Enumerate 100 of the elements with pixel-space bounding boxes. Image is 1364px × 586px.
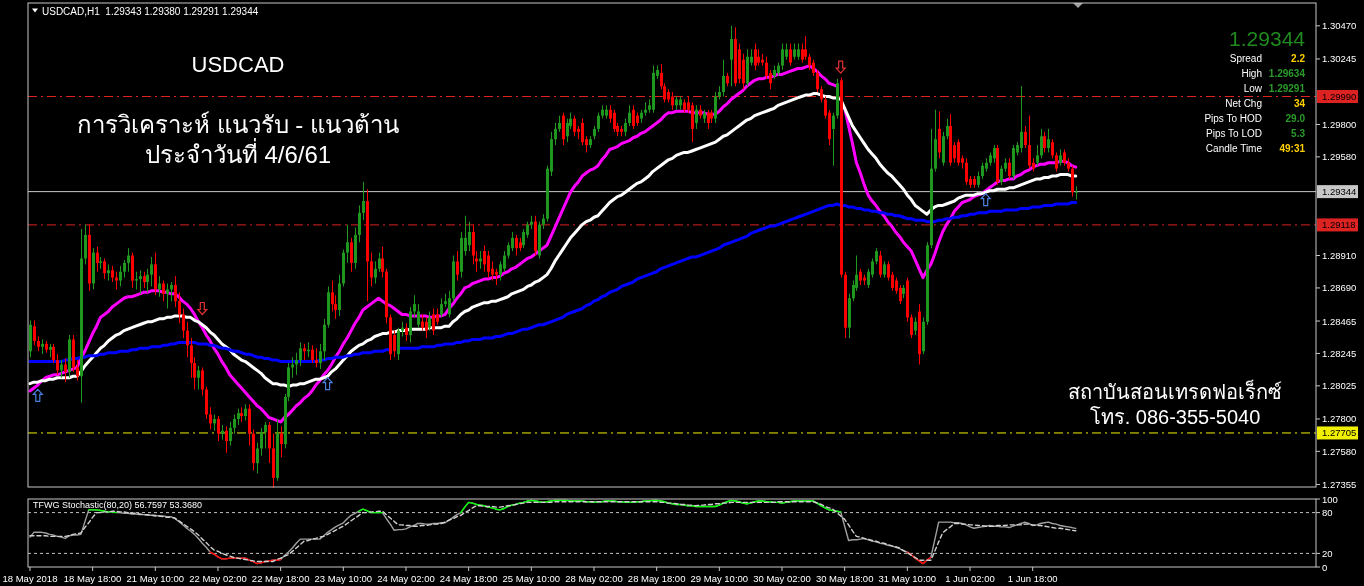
candlestick	[487, 250, 490, 279]
annotation: Net Chg	[1225, 97, 1262, 109]
candlestick	[381, 246, 384, 279]
candlestick	[84, 224, 87, 265]
candlestick	[350, 237, 353, 273]
candlestick	[1055, 151, 1058, 173]
candlestick	[139, 269, 142, 295]
candlestick	[233, 414, 236, 435]
candlestick	[197, 365, 200, 391]
candlestick	[256, 442, 259, 474]
candlestick	[691, 101, 694, 143]
candlestick	[789, 42, 792, 67]
candlestick	[166, 283, 169, 310]
candlestick	[201, 366, 204, 396]
annotation: 34	[1293, 97, 1305, 109]
annotation: Candle Time	[1205, 142, 1262, 154]
candlestick	[1075, 185, 1078, 200]
candlestick	[613, 109, 616, 133]
candlestick	[170, 281, 173, 302]
candlestick	[1071, 165, 1074, 198]
candlestick	[374, 260, 377, 285]
annotation: 5.3	[1291, 127, 1305, 139]
candlestick	[499, 260, 502, 282]
candlestick	[1047, 128, 1050, 153]
y-tick-label: 1.27800	[1322, 413, 1357, 425]
x-tick-label: 24 May 02:00	[377, 572, 435, 584]
candlestick	[413, 294, 416, 318]
annotation: Low	[1243, 82, 1262, 94]
candlestick	[562, 112, 565, 146]
ref-label: 1.29344	[1322, 186, 1357, 198]
subtitle: ประจำวันที่ 4/6/61	[144, 140, 332, 168]
candlestick	[468, 221, 471, 252]
y-tick-label: 1.29580	[1322, 151, 1357, 163]
y-tick-label: 80	[1322, 507, 1333, 519]
candlestick	[730, 25, 733, 87]
annotation: 1.29291	[1268, 82, 1305, 94]
y-tick-label: 1.30245	[1322, 53, 1357, 65]
candlestick	[178, 291, 181, 324]
y-tick-label: 1.28690	[1322, 282, 1357, 294]
candlestick	[440, 297, 443, 318]
y-tick-label: 1.28245	[1322, 347, 1357, 359]
candlestick	[425, 316, 428, 339]
candlestick	[1000, 165, 1003, 186]
candlestick	[597, 112, 600, 133]
candlestick	[346, 224, 349, 264]
candlestick	[103, 257, 106, 280]
candlestick	[33, 319, 36, 346]
candlestick	[76, 359, 79, 382]
annotation: 29.0	[1285, 112, 1305, 124]
annotation: Pips To LOD	[1206, 127, 1262, 139]
candlestick	[1051, 138, 1054, 159]
y-tick-label: 20	[1322, 547, 1333, 559]
x-tick-label: 1 Jun 02:00	[945, 572, 995, 584]
candlestick	[417, 303, 420, 329]
candlestick	[765, 56, 768, 80]
candlestick	[1040, 128, 1043, 159]
candlestick	[260, 427, 263, 457]
candlestick	[162, 280, 165, 302]
candlestick	[362, 181, 365, 221]
x-tick-label: 25 May 10:00	[502, 572, 561, 584]
candlestick	[957, 138, 960, 167]
candlestick	[409, 306, 412, 343]
x-tick-label: 22 May 18:00	[251, 572, 310, 584]
candlestick	[522, 228, 525, 249]
annotation: 1.29634	[1268, 67, 1305, 79]
candlestick	[1008, 157, 1011, 180]
candlestick	[816, 69, 819, 93]
annotation: USDCAD,H1 1.29343 1.29380 1.29291 1.29344	[42, 5, 259, 17]
candlestick	[781, 42, 784, 71]
candlestick	[1024, 125, 1027, 149]
y-tick-label: 1.29800	[1322, 119, 1357, 130]
y-tick-label: 1.30470	[1322, 20, 1357, 32]
y-tick-label: 1.28025	[1322, 380, 1357, 392]
candlestick	[573, 115, 576, 137]
candlestick	[370, 252, 373, 287]
candlestick	[581, 118, 584, 146]
annotation: 49:31	[1279, 142, 1305, 154]
candlestick	[632, 104, 635, 130]
candlestick	[491, 260, 494, 282]
annotation: Spread	[1229, 52, 1262, 64]
candlestick	[174, 275, 177, 308]
y-tick-label: 1.28910	[1322, 250, 1357, 262]
candlestick	[119, 265, 122, 287]
candlestick	[965, 157, 968, 186]
x-tick-label: 30 May 18:00	[815, 572, 874, 584]
candlestick	[1043, 131, 1046, 153]
candlestick	[695, 104, 698, 130]
candlestick	[64, 358, 67, 383]
y-tick-label: 1.27355	[1322, 479, 1357, 490]
x-tick-label: 18 May 2018	[2, 572, 58, 584]
candlestick	[280, 425, 283, 458]
candlestick	[511, 231, 514, 252]
candlestick	[229, 421, 232, 446]
y-tick-label: 1.28465	[1322, 315, 1357, 327]
candlestick	[483, 244, 486, 273]
candlestick	[268, 421, 271, 464]
x-tick-label: 23 May 10:00	[314, 572, 373, 584]
candlestick	[264, 421, 267, 449]
candlestick	[182, 308, 185, 339]
candlestick	[946, 118, 949, 140]
